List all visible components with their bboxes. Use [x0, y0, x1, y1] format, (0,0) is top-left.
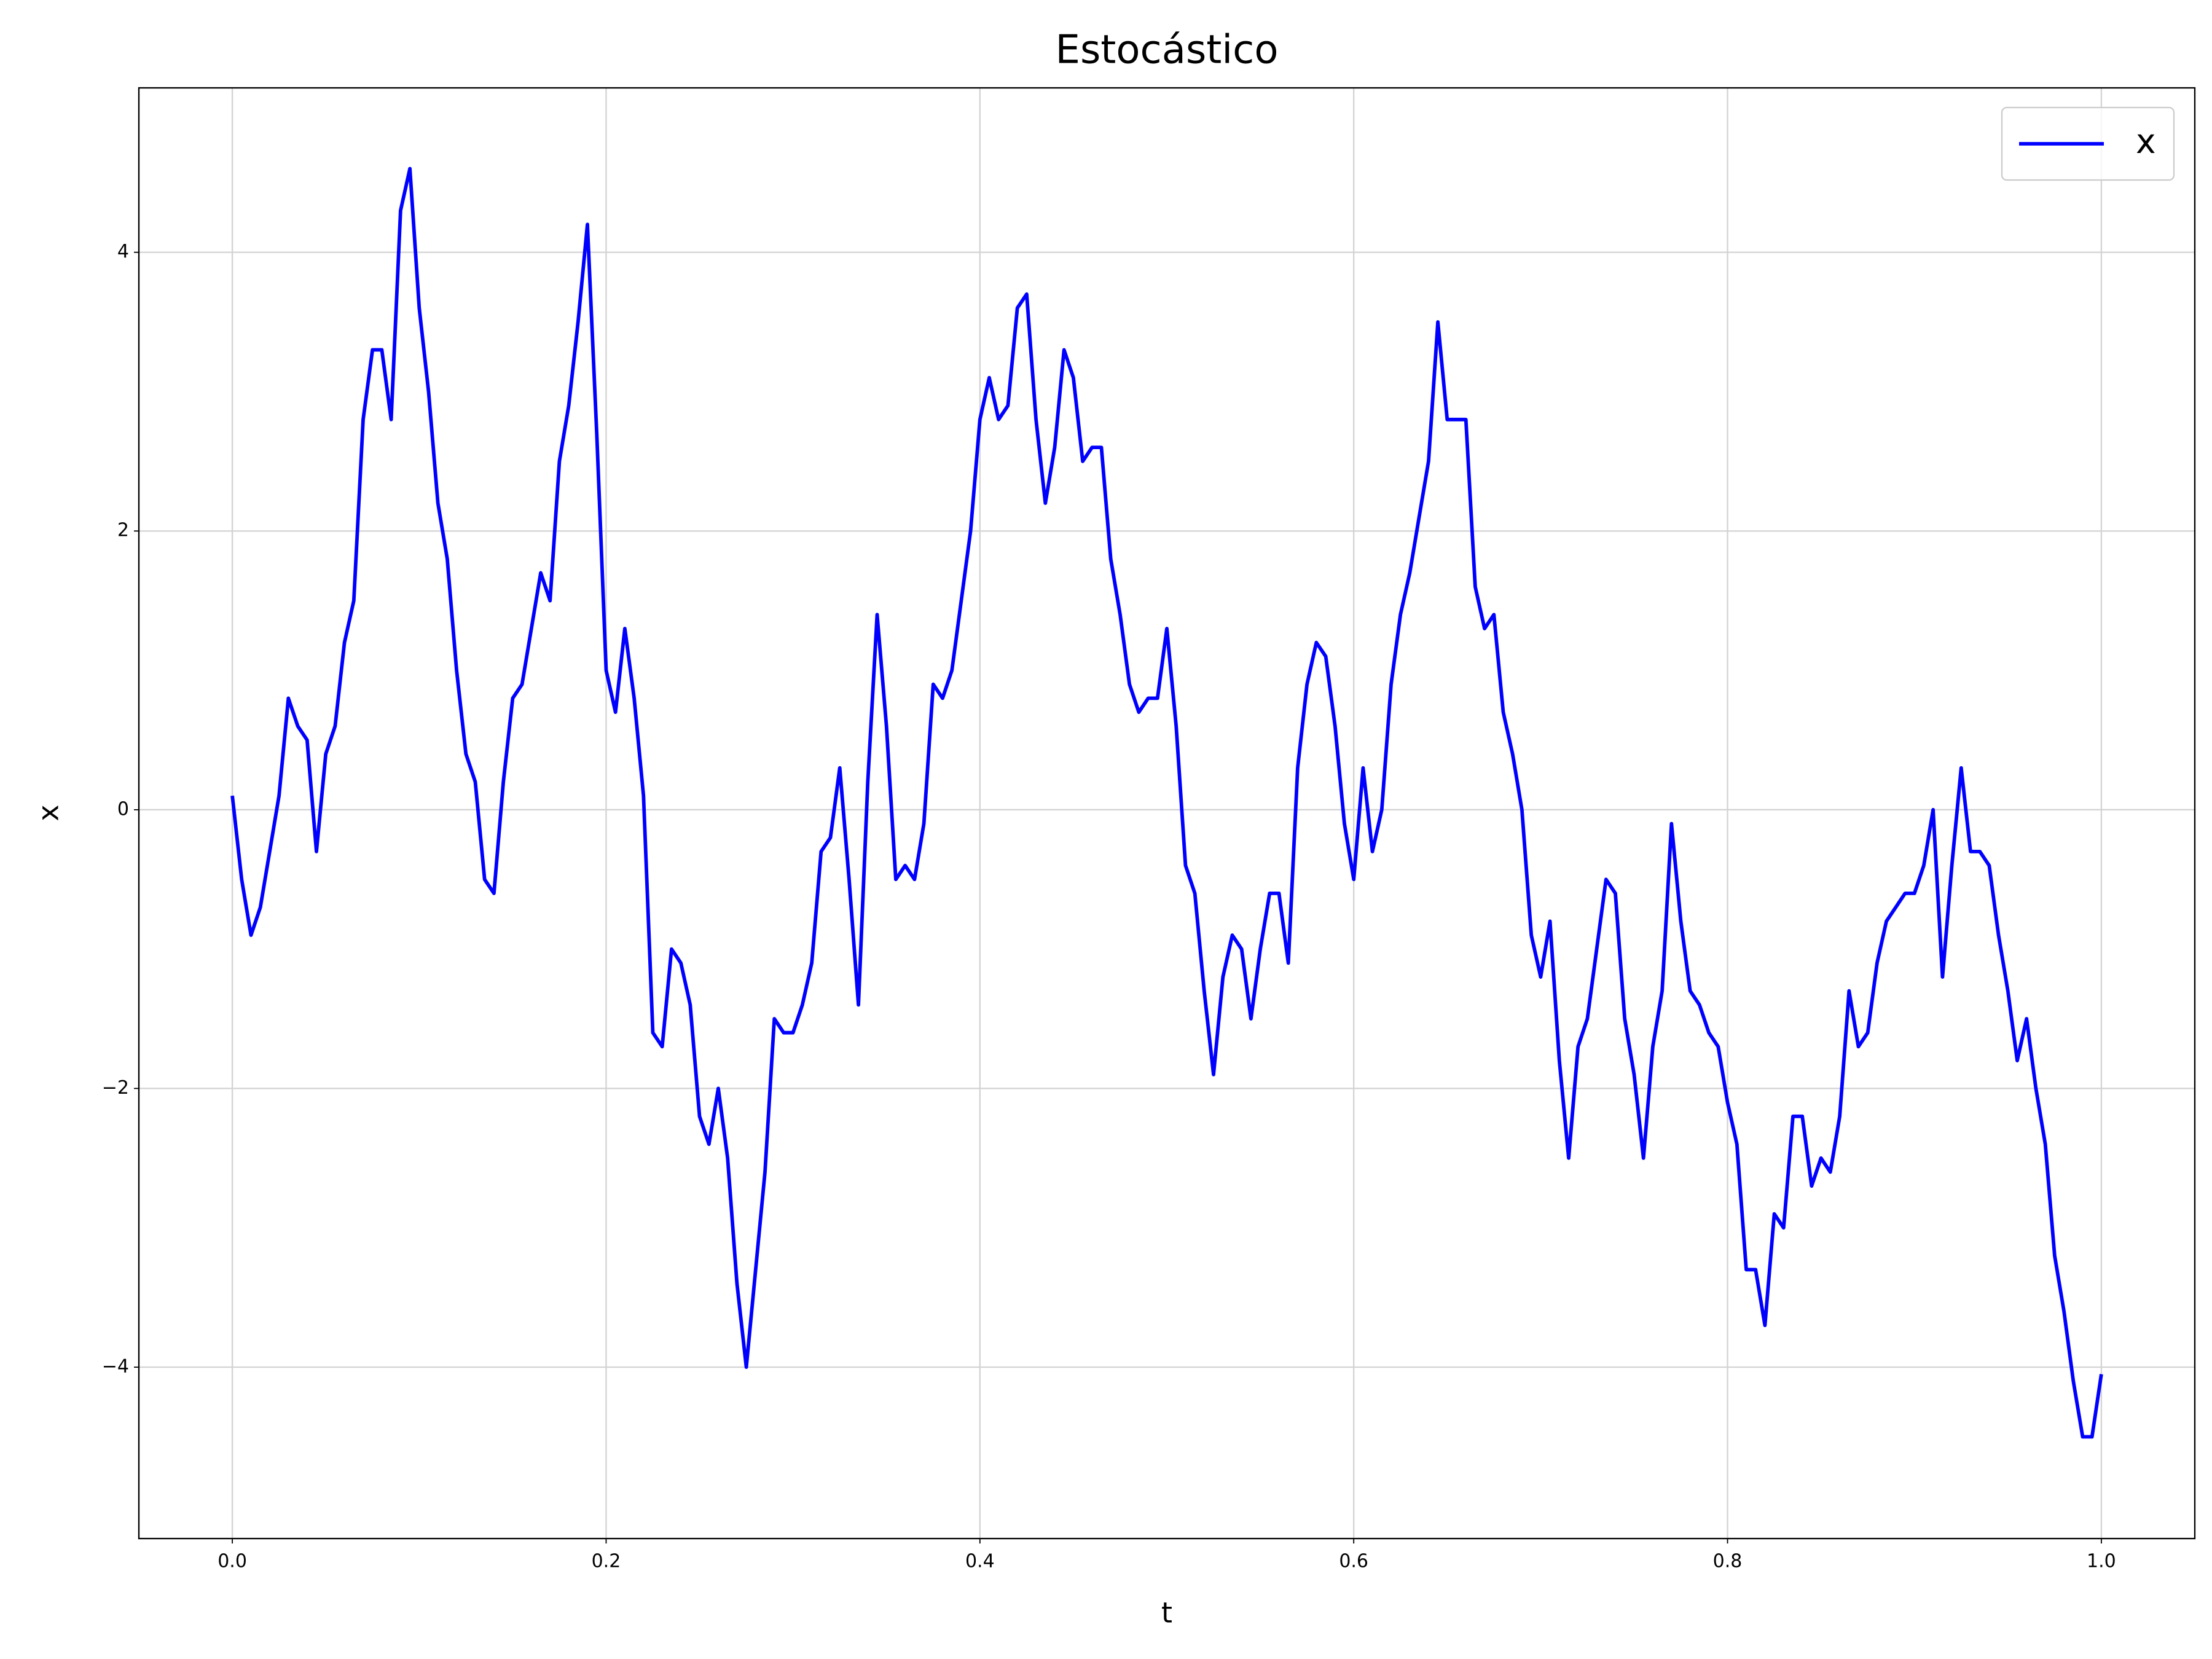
y-axis-label: x	[32, 804, 65, 821]
x-axis-label: t	[1161, 1596, 1172, 1630]
y-tick-label: −2	[102, 1077, 129, 1099]
x-tick-label: 0.8	[1713, 1551, 1743, 1572]
x-tick-label: 0.6	[1339, 1551, 1368, 1572]
x-tick-label: 0.0	[218, 1551, 247, 1572]
x-tick-label: 0.4	[965, 1551, 995, 1572]
plot-frame	[138, 87, 2196, 1540]
x-tick-label: 1.0	[2087, 1551, 2116, 1572]
y-tick-label: 0	[117, 798, 129, 820]
x-tick-label: 0.2	[592, 1551, 621, 1572]
legend: x	[2001, 106, 2175, 181]
y-tick-label: −4	[102, 1356, 129, 1378]
y-tick-label: 4	[117, 241, 129, 262]
chart-title: Estocástico	[1056, 28, 1279, 73]
y-tick-label: 2	[117, 520, 129, 541]
data-line	[230, 167, 2103, 1439]
legend-label: x	[2136, 122, 2156, 161]
